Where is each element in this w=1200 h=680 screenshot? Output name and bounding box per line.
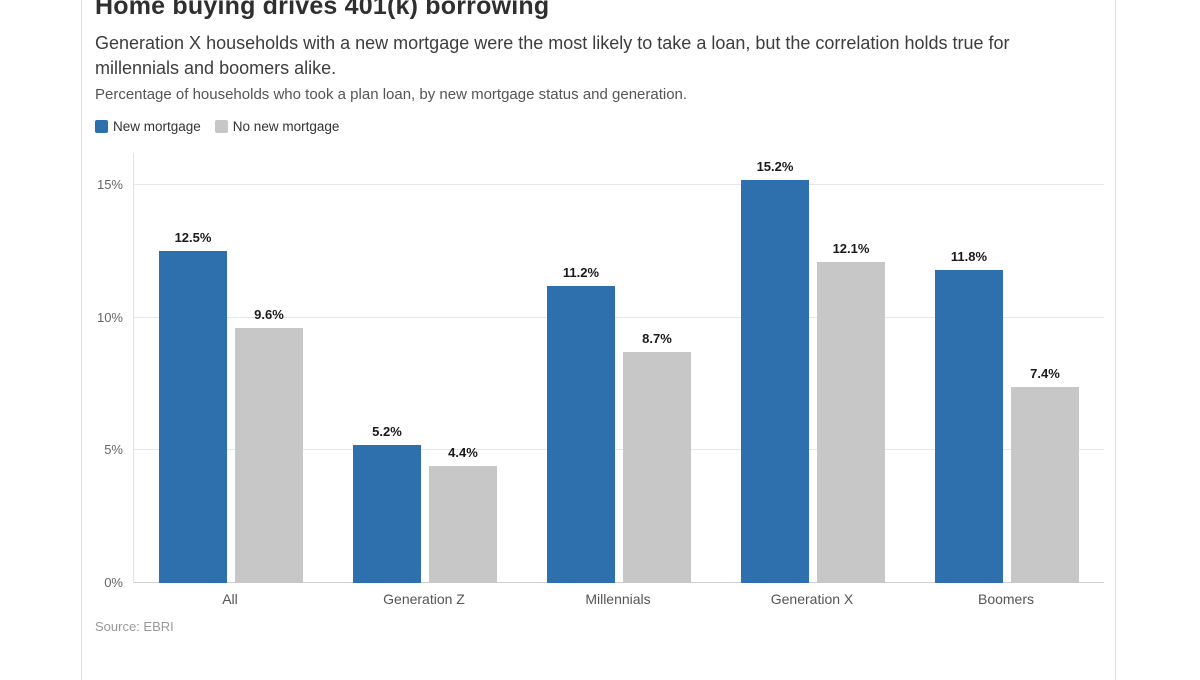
legend-item: No new mortgage: [214, 119, 340, 134]
legend-swatch-icon: [95, 120, 108, 133]
y-tick-label: 10%: [96, 309, 123, 325]
bar-value-label: 15.2%: [756, 158, 794, 174]
y-tick-label: 15%: [96, 176, 123, 192]
bar-new-mortgage-generation-z: [353, 444, 421, 583]
bar-value-label: 12.1%: [832, 240, 870, 256]
bar-value-label: 7.4%: [1030, 365, 1060, 381]
bar-value-label: 11.8%: [950, 248, 988, 264]
bar-value-label: 4.4%: [448, 445, 478, 461]
bar-no-new-mortgage-generation-z: [429, 466, 497, 583]
x-tick-label: Generation X: [770, 591, 854, 607]
legend-label: New mortgage: [113, 119, 201, 134]
gridline: [134, 183, 1104, 185]
bar-value-label: 11.2%: [562, 264, 600, 280]
chart-legend: New mortgage No new mortgage: [95, 119, 339, 134]
bar-new-mortgage-millennials: [547, 285, 615, 583]
y-tick-label: 0%: [104, 575, 123, 590]
bar-no-new-mortgage-boomers: [1011, 386, 1079, 583]
gridline: [134, 449, 1104, 451]
chart-description: Percentage of households who took a plan…: [95, 86, 688, 103]
bar-new-mortgage-boomers: [935, 269, 1003, 583]
x-tick-label: Generation Z: [383, 591, 465, 607]
x-tick-label: All: [222, 591, 238, 607]
y-tick-label: 5%: [104, 442, 123, 458]
bar-new-mortgage-generation-x: [741, 179, 809, 583]
bar-value-label: 9.6%: [254, 307, 284, 323]
bar-value-label: 5.2%: [372, 423, 402, 439]
chart-subtitle: Generation X households with a new mortg…: [95, 33, 1010, 78]
legend-swatch-icon: [214, 120, 228, 133]
bar-value-label: 12.5%: [174, 230, 212, 246]
x-tick-label: Boomers: [977, 591, 1035, 607]
bar-chart-plot-area: 12.5% 9.6% 5.2% 4.4% 11.2% 8.7% 15.2% 12.1% 11.8…: [133, 153, 1104, 583]
bar-value-label: 8.7%: [642, 331, 672, 347]
chart-title: Home buying drives 401(k) borrowing: [95, 0, 550, 20]
source-note: Source: EBRI: [95, 619, 174, 634]
x-axis-baseline: [134, 582, 1104, 583]
bar-no-new-mortgage-all: [235, 328, 303, 583]
bar-no-new-mortgage-millennials: [623, 352, 691, 583]
x-tick-label: Millennials: [585, 591, 651, 607]
legend-item: New mortgage: [95, 119, 201, 134]
legend-label: No new mortgage: [232, 119, 340, 134]
gridline: [134, 316, 1104, 318]
bar-new-mortgage-all: [159, 251, 227, 583]
bar-no-new-mortgage-generation-x: [817, 261, 885, 583]
